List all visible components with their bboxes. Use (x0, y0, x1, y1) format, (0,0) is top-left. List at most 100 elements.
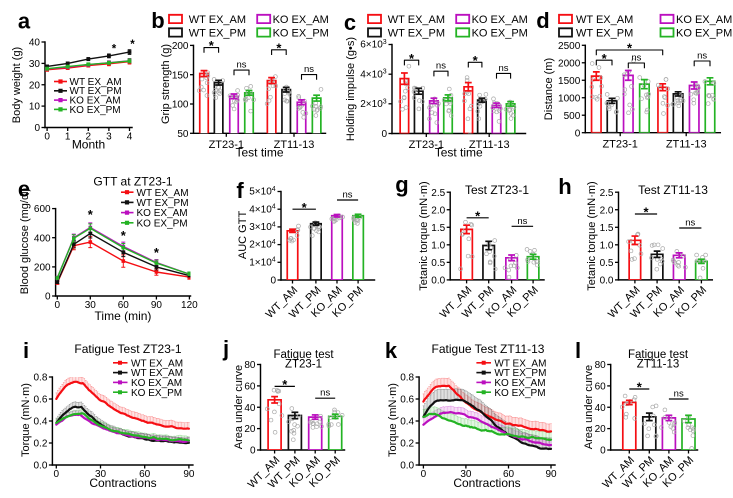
svg-text:*: * (473, 53, 479, 68)
svg-text:20: 20 (244, 424, 256, 435)
svg-text:0.0: 0.0 (600, 276, 614, 287)
svg-text:0.5: 0.5 (600, 258, 614, 269)
svg-text:d: d (536, 8, 549, 33)
svg-text:1.0: 1.0 (431, 240, 445, 251)
svg-text:ns: ns (436, 61, 446, 72)
svg-text:Holding impulse (g•s): Holding impulse (g•s) (345, 37, 357, 141)
svg-text:120: 120 (181, 300, 198, 311)
svg-text:Contractions: Contractions (453, 476, 520, 490)
svg-text:KO EX_AM: KO EX_AM (676, 14, 732, 26)
svg-text:*: * (154, 245, 160, 260)
svg-text:e: e (18, 177, 30, 202)
svg-text:*: * (643, 205, 649, 220)
svg-text:Contractions: Contractions (89, 476, 156, 490)
svg-text:AUC GTT: AUC GTT (237, 211, 249, 260)
svg-text:Distance (m): Distance (m) (543, 58, 555, 120)
svg-text:40: 40 (29, 38, 41, 49)
svg-text:0: 0 (55, 300, 61, 311)
svg-text:Tetanic torque (mN·m): Tetanic torque (mN·m) (586, 181, 598, 290)
svg-text:g: g (395, 172, 408, 197)
svg-text:40: 40 (595, 403, 607, 414)
svg-text:200: 200 (172, 41, 189, 52)
svg-text:20: 20 (595, 424, 607, 435)
svg-text:Blood glucose (mg/dl): Blood glucose (mg/dl) (19, 188, 31, 294)
svg-text:WT EX_AM: WT EX_AM (131, 358, 183, 369)
svg-text:3 × 1: 3 × 1 0 4 (249, 217, 276, 234)
svg-text:KO EX_PM: KO EX_PM (70, 105, 121, 116)
svg-text:KO EX_PM: KO EX_PM (472, 28, 528, 40)
svg-text:30: 30 (85, 300, 97, 311)
svg-text:ns: ns (685, 218, 695, 229)
svg-text:KO EX_PM: KO EX_PM (494, 388, 545, 399)
svg-text:0.6: 0.6 (400, 395, 414, 406)
svg-text:90: 90 (183, 469, 195, 480)
svg-text:*: * (282, 377, 288, 392)
svg-text:Fatigue test: Fatigue test (273, 349, 334, 361)
svg-text:f: f (236, 178, 244, 203)
svg-text:KO EX_AM: KO EX_AM (494, 378, 545, 389)
svg-text:*: * (88, 207, 94, 222)
svg-text:*: * (409, 51, 415, 66)
svg-text:ns: ns (631, 53, 641, 64)
svg-text:ns: ns (236, 60, 246, 71)
svg-text:Time (min): Time (min) (95, 309, 152, 323)
svg-text:Fatigue test: Fatigue test (628, 349, 689, 361)
svg-text:90: 90 (151, 300, 163, 311)
svg-text:j: j (222, 336, 229, 361)
svg-text:KO EX_AM: KO EX_AM (472, 14, 528, 26)
svg-text:6 × 1: 6 × 1 0 3 (360, 35, 387, 52)
svg-text:2 × 1: 2 × 1 0 4 (249, 235, 276, 252)
svg-text:k: k (385, 338, 398, 363)
svg-text:30: 30 (95, 469, 107, 480)
svg-text:1: 1 (65, 132, 71, 143)
svg-text:ZT11-13: ZT11-13 (469, 139, 510, 151)
svg-text:Test time: Test time (235, 146, 283, 160)
svg-text:0.0: 0.0 (400, 461, 414, 472)
svg-text:Area under curve: Area under curve (583, 365, 595, 449)
svg-text:ns: ns (697, 51, 707, 62)
svg-text:90: 90 (545, 469, 557, 480)
svg-text:*: * (130, 39, 135, 51)
svg-text:Tetanic torque (mN·m): Tetanic torque (mN·m) (418, 181, 430, 290)
svg-text:500: 500 (564, 111, 581, 122)
svg-text:400: 400 (34, 233, 51, 244)
svg-text:Fatigue Test ZT11-13: Fatigue Test ZT11-13 (432, 342, 545, 356)
svg-text:ZT11-13: ZT11-13 (274, 139, 315, 151)
svg-text:60: 60 (118, 300, 130, 311)
svg-text:5 × 1: 5 × 1 0 4 (249, 182, 276, 199)
svg-text:30: 30 (460, 469, 472, 480)
svg-text:WT EX_PM: WT EX_PM (494, 368, 546, 379)
svg-text:KO EX_AM: KO EX_AM (273, 14, 329, 26)
svg-text:1.0: 1.0 (600, 240, 614, 251)
svg-text:WT EX_AM: WT EX_AM (137, 188, 189, 199)
svg-text:2000: 2000 (558, 58, 581, 69)
svg-text:0.2: 0.2 (33, 439, 47, 450)
svg-text:0: 0 (44, 132, 50, 143)
svg-text:*: * (276, 40, 282, 55)
svg-text:KO EX_AM: KO EX_AM (137, 208, 188, 219)
svg-text:KO EX_AM: KO EX_AM (70, 96, 121, 107)
svg-text:ns: ns (343, 190, 353, 201)
svg-text:l: l (575, 338, 581, 363)
svg-text:1500: 1500 (558, 76, 581, 87)
svg-text:Month: Month (72, 138, 105, 152)
svg-text:100: 100 (172, 100, 189, 111)
svg-text:WT EX_AM: WT EX_AM (494, 358, 546, 369)
svg-text:4 × 1: 4 × 1 0 3 (360, 64, 387, 81)
svg-text:0.4: 0.4 (400, 417, 414, 428)
svg-text:2.5: 2.5 (600, 188, 614, 199)
svg-text:40: 40 (244, 403, 256, 414)
svg-text:2: 2 (86, 132, 92, 143)
svg-text:ZT23-1: ZT23-1 (209, 139, 244, 151)
svg-text:KO EX_PM: KO EX_PM (273, 28, 329, 40)
svg-text:Torque (mN·m): Torque (mN·m) (20, 383, 32, 457)
svg-text:*: * (627, 41, 633, 56)
svg-text:KO EX_AM: KO EX_AM (131, 378, 182, 389)
svg-text:0: 0 (54, 469, 60, 480)
svg-text:*: * (302, 200, 308, 215)
svg-text:0: 0 (421, 469, 427, 480)
svg-text:2 × 1: 2 × 1 0 3 (360, 94, 387, 111)
svg-text:0.8: 0.8 (400, 373, 414, 384)
svg-text:WT EX_PM: WT EX_PM (189, 28, 246, 40)
svg-text:c: c (344, 10, 356, 35)
